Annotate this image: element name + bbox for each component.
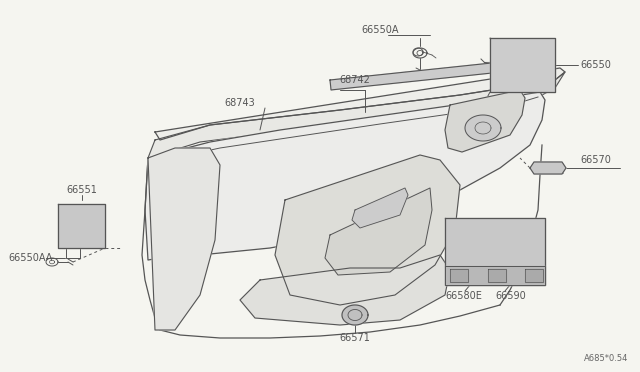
Text: 66550AA: 66550AA [8,253,52,263]
Text: 68742: 68742 [340,75,371,85]
Text: 66571: 66571 [340,333,371,343]
Polygon shape [445,218,545,285]
Polygon shape [58,204,105,248]
Polygon shape [445,266,545,285]
Polygon shape [465,115,501,141]
Polygon shape [240,255,450,325]
Polygon shape [148,148,220,330]
Text: 66570: 66570 [580,155,611,165]
Polygon shape [352,188,408,228]
Text: 66551: 66551 [67,185,97,195]
Polygon shape [488,269,506,282]
Polygon shape [148,72,565,158]
Polygon shape [325,188,432,275]
Text: A685*0.54: A685*0.54 [584,354,628,363]
Text: 66550: 66550 [580,60,611,70]
Polygon shape [530,162,566,174]
Polygon shape [445,90,525,152]
Polygon shape [330,60,521,90]
Text: 66590: 66590 [495,291,525,301]
Polygon shape [145,92,545,260]
Text: 68743: 68743 [225,98,255,108]
Polygon shape [155,68,565,140]
Text: 66550A: 66550A [361,25,399,35]
Text: 66580E: 66580E [445,291,482,301]
Polygon shape [525,269,543,282]
Polygon shape [342,305,368,325]
Polygon shape [490,38,555,92]
Polygon shape [450,269,468,282]
Polygon shape [275,155,460,305]
